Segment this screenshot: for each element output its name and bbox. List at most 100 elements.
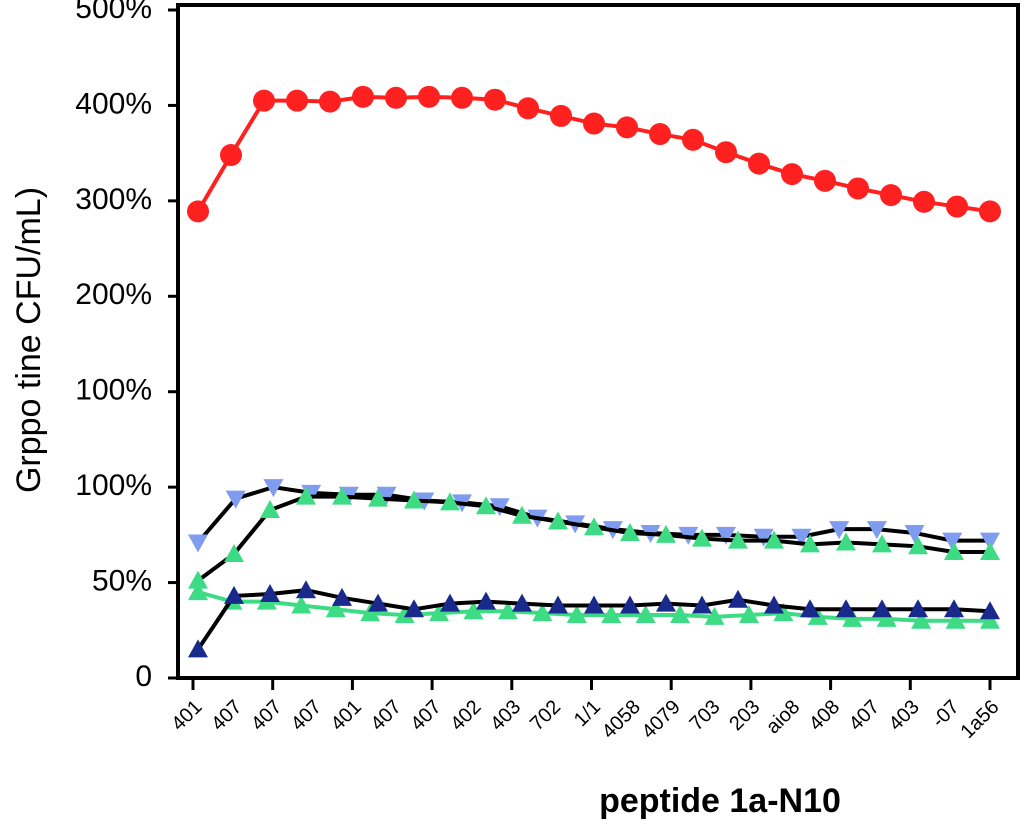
data-point — [872, 534, 892, 553]
data-point — [512, 593, 532, 612]
data-point — [584, 595, 604, 614]
x-tick-label: 407 — [207, 696, 246, 735]
x-tick-label: 703 — [685, 696, 724, 735]
data-point — [463, 601, 484, 620]
data-point — [224, 543, 244, 562]
data-point — [224, 585, 244, 604]
data-point — [220, 144, 242, 167]
data-point — [360, 603, 381, 622]
data-point — [548, 511, 568, 530]
data-point — [764, 530, 784, 549]
y-tick-label: 100% — [75, 469, 152, 502]
data-point — [601, 605, 622, 624]
data-point — [550, 104, 572, 127]
data-point — [649, 123, 671, 146]
data-point — [616, 116, 638, 139]
y-tick-label: 400% — [75, 87, 152, 120]
x-tick-label: 203 — [725, 696, 764, 735]
data-point — [716, 526, 736, 545]
data-point — [225, 490, 246, 509]
data-point — [188, 582, 208, 601]
y-tick-label: 0 — [135, 660, 152, 693]
data-point — [635, 605, 656, 624]
data-point — [748, 152, 770, 175]
x-tick-label: 408 — [805, 696, 844, 735]
data-point — [352, 85, 374, 108]
data-point — [620, 595, 640, 614]
plot-frame — [176, 3, 1020, 680]
data-point — [394, 605, 415, 624]
data-point — [781, 163, 803, 186]
y-tick-label: 50% — [92, 564, 152, 597]
data-point — [187, 200, 209, 223]
data-point — [704, 606, 725, 625]
data-point — [260, 584, 280, 603]
series-line — [197, 590, 990, 623]
data-point — [260, 500, 280, 519]
data-point — [814, 169, 836, 192]
data-point — [296, 486, 316, 505]
data-point — [728, 530, 748, 549]
data-point — [945, 610, 966, 629]
data-point — [188, 534, 208, 553]
data-point — [764, 595, 784, 614]
data-point — [670, 605, 691, 624]
x-axis-title: peptide 1a-N10 — [599, 782, 841, 820]
x-tick-label: 407 — [367, 696, 406, 735]
series-line — [196, 494, 990, 583]
data-point — [980, 610, 1000, 629]
x-tick-label: 407 — [287, 696, 326, 735]
data-point — [692, 595, 712, 614]
data-point — [484, 88, 506, 111]
data-point — [476, 496, 496, 515]
data-point — [980, 532, 1000, 551]
x-tick-label: 4058 — [598, 696, 645, 743]
data-point — [476, 591, 496, 610]
data-point — [800, 599, 820, 618]
data-point — [866, 521, 887, 540]
x-tick-label: 401 — [167, 696, 206, 735]
data-point — [682, 128, 704, 151]
data-point — [512, 505, 532, 524]
data-point — [913, 190, 935, 213]
data-point — [728, 589, 748, 608]
data-point — [332, 486, 352, 505]
data-point — [842, 608, 863, 627]
data-point — [656, 593, 676, 612]
data-point — [980, 542, 1000, 561]
data-point — [583, 112, 605, 135]
data-point — [836, 599, 856, 618]
data-point — [188, 639, 208, 658]
data-point — [404, 599, 424, 618]
data-point — [286, 89, 308, 112]
data-point — [497, 601, 518, 620]
data-point — [911, 610, 932, 629]
x-tick-label: 407 — [845, 696, 884, 735]
data-point — [532, 603, 553, 622]
x-tick-label: 702 — [526, 696, 565, 735]
x-tick-label: 402 — [446, 696, 485, 735]
data-point — [620, 522, 640, 541]
data-point — [253, 89, 275, 112]
data-point — [440, 593, 460, 612]
data-point — [847, 177, 869, 200]
y-tick-label: 100% — [75, 374, 152, 407]
data-point — [829, 521, 850, 540]
data-point — [904, 524, 925, 543]
data-point — [296, 580, 316, 599]
y-axis-title: Grppo tine CFU/mL) — [10, 187, 48, 493]
data-point — [263, 479, 284, 498]
data-point — [738, 605, 759, 624]
x-tick-label: 407 — [406, 696, 445, 735]
data-point — [418, 85, 440, 108]
data-point — [368, 593, 388, 612]
data-point — [773, 603, 794, 622]
data-point — [876, 608, 897, 627]
data-point — [880, 184, 902, 207]
x-tick-label: 4079 — [638, 696, 685, 743]
data-point — [715, 141, 737, 164]
data-point — [944, 542, 964, 561]
data-point — [979, 200, 1001, 223]
data-point — [291, 595, 312, 614]
data-point — [319, 90, 341, 113]
